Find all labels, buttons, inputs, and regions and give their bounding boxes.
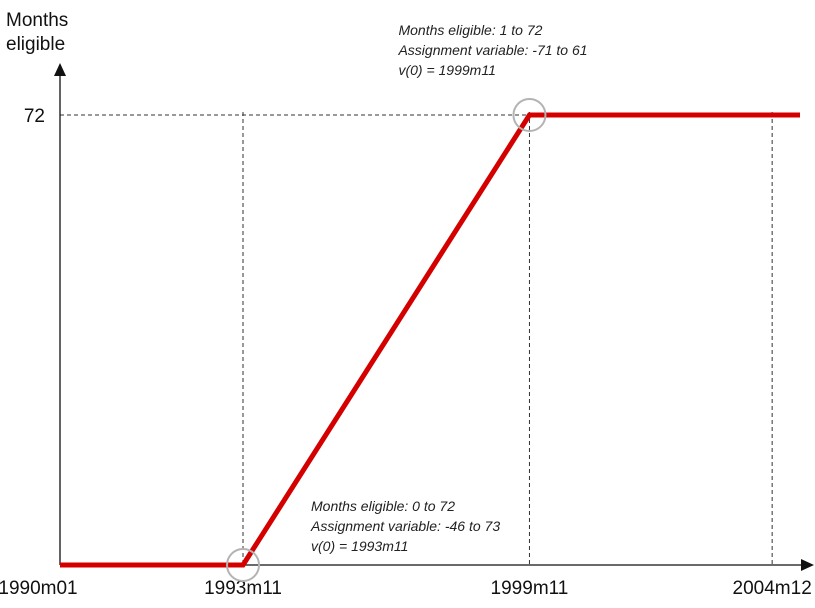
threshold-markers <box>226 98 547 582</box>
axes <box>54 63 814 571</box>
x-axis-arrowhead <box>801 559 814 571</box>
x-tick-label-1990m01: 1990m01 <box>0 578 78 599</box>
threshold-circle-0 <box>512 98 547 132</box>
y-axis-title: Months eligible <box>6 10 68 55</box>
tick-labels: 1990m01 1993m11 1999m11 2004m12 72 <box>0 106 812 599</box>
x-tick-label-1993m11: 1993m11 <box>204 578 282 599</box>
x-tick-label-1999m11: 1999m11 <box>491 578 569 599</box>
annotation-1-line-2: v(0) = 1993m11 <box>311 538 408 554</box>
series-line-0 <box>60 112 800 568</box>
x-tick-label-2004m12: 2004m12 <box>733 578 812 599</box>
annotation-0-line-1: Assignment variable: -71 to 61 <box>397 42 587 58</box>
y-axis-arrowhead <box>54 63 66 76</box>
y-axis-title-line-1: Months <box>6 10 68 31</box>
annotation-0-line-0: Months eligible: 1 to 72 <box>398 22 542 38</box>
y-axis-title-line-2: eligible <box>6 34 65 55</box>
annotation-1-line-1: Assignment variable: -46 to 73 <box>310 518 500 534</box>
reference-lines <box>60 112 773 565</box>
series-group <box>59 112 801 568</box>
annotations: Months eligible: 1 to 72 Assignment varia… <box>310 22 588 554</box>
threshold-circle-1 <box>226 548 261 582</box>
y-tick-label-72: 72 <box>24 106 45 127</box>
annotation-0-line-2: v(0) = 1999m11 <box>398 62 495 78</box>
annotation-1-line-0: Months eligible: 0 to 72 <box>311 498 455 514</box>
